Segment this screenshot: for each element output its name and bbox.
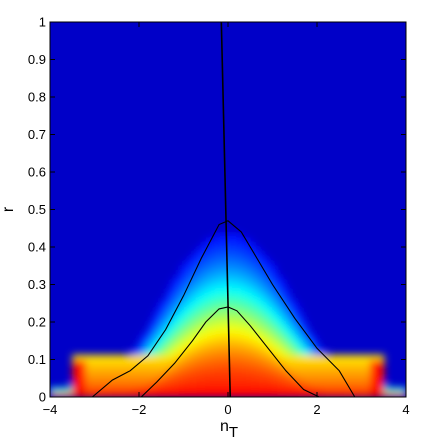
y-tick-label: 0.3 <box>28 277 46 292</box>
y-tick-label: 0.5 <box>28 202 46 217</box>
y-tick-label: 0.4 <box>28 240 46 255</box>
axis-labels: nT r <box>0 206 238 441</box>
y-tick-label: 0.6 <box>28 165 46 180</box>
x-tick-label: −2 <box>132 402 147 417</box>
y-tick-label: 1 <box>39 15 46 30</box>
x-tick-label: 4 <box>402 402 409 417</box>
x-tick-label: 0 <box>224 402 231 417</box>
vertical-ridge-line <box>220 22 232 397</box>
y-tick-label: 0.7 <box>28 127 46 142</box>
y-tick-label: 0.9 <box>28 52 46 67</box>
x-tick-label: 2 <box>313 402 320 417</box>
y-tick-label: 0 <box>39 390 46 405</box>
x-tick-label: −4 <box>43 402 58 417</box>
y-tick-label: 0.1 <box>28 352 46 367</box>
y-tick-label: 0.8 <box>28 90 46 105</box>
y-tick-label: 0.2 <box>28 315 46 330</box>
contour-line-outer <box>91 220 356 397</box>
axis-ticks: −4 −2 0 2 4 0 0.1 0.2 0.3 0.4 0.5 0.6 0.7 0.8 0.9 1 <box>28 15 410 418</box>
y-axis-label: r <box>0 206 17 212</box>
x-axis-label: nT <box>220 418 238 441</box>
contour-lines <box>91 22 356 397</box>
